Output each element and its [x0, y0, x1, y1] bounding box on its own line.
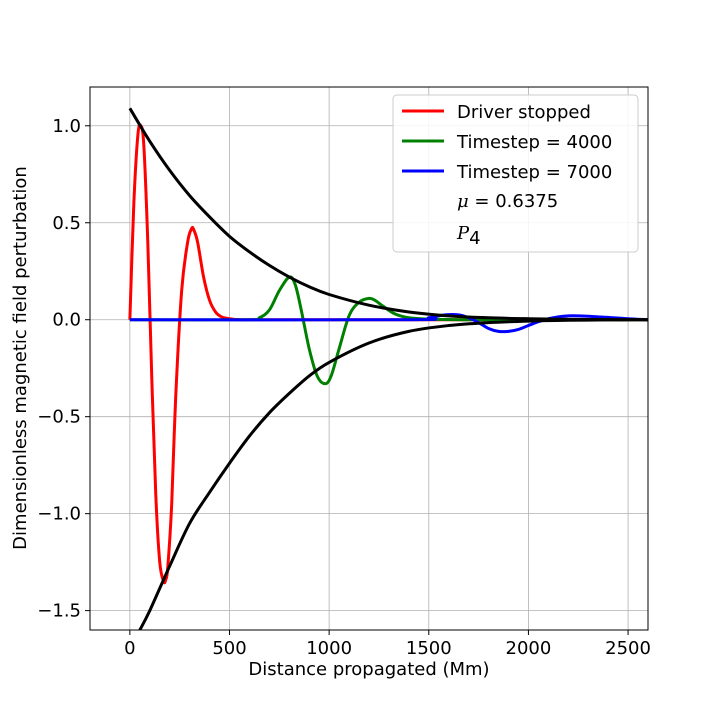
plot-frame [89, 86, 649, 631]
legend-box [392, 94, 639, 253]
legend-mu-value: = 0.6375 [469, 191, 559, 212]
y-tick-label: −0.5 [37, 407, 81, 428]
x-tick-label: 1000 [306, 638, 352, 659]
y-tick-label: −1.5 [37, 601, 81, 622]
x-tick-label: 2500 [605, 638, 651, 659]
envelope-upper-line [128, 107, 648, 322]
y-tick-label: 0.0 [52, 310, 81, 331]
legend-label-timestep-4000: Timestep = 4000 [456, 132, 612, 153]
x-axis-label: Distance propagated (Mm) [248, 659, 489, 680]
series-layer [128, 107, 648, 630]
x-tick-label: 500 [212, 638, 246, 659]
legend-label-p4: P4 [456, 223, 481, 249]
legend-label-mu: μ = 0.6375 [457, 191, 558, 212]
legend: Driver stopped Timestep = 4000 Timestep … [392, 94, 639, 253]
y-tick-label: 0.5 [52, 213, 81, 234]
y-tick-label: −1.0 [37, 504, 81, 525]
x-tick-label: 1500 [406, 638, 452, 659]
legend-p-subscript: 4 [469, 228, 480, 249]
legend-label-driver-stopped: Driver stopped [457, 102, 591, 123]
ticks: 0 500 1000 1500 2000 2500 −1.5 −1.0 −0.5 0.0 0.5 1.… [37, 116, 651, 659]
legend-p-symbol: P [456, 223, 470, 244]
x-tick-label: 0 [124, 638, 135, 659]
envelope-lower-line [138, 318, 648, 630]
legend-label-timestep-7000: Timestep = 7000 [456, 162, 612, 183]
legend-mu-symbol: μ [457, 191, 469, 212]
y-tick-label: 1.0 [52, 116, 81, 137]
x-tick-label: 2000 [506, 638, 552, 659]
y-axis-label: Dimensionless magnetic field perturbatio… [10, 166, 31, 550]
